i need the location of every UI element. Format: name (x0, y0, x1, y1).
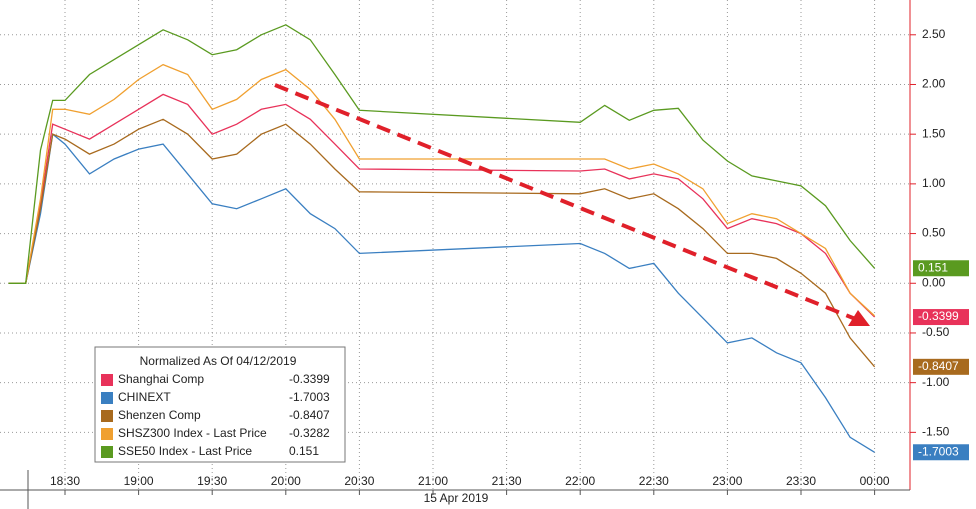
legend-label: Shenzen Comp (118, 408, 201, 422)
x-tick-label: 22:00 (565, 474, 595, 488)
legend-value: -0.3282 (289, 426, 330, 440)
legend-swatch (101, 446, 113, 458)
legend: Normalized As Of 04/12/2019 Shanghai Com… (94, 346, 346, 463)
y-tick-label: 0.00 (922, 275, 946, 289)
x-tick-label: 20:00 (271, 474, 301, 488)
legend-value: -0.3399 (289, 372, 330, 386)
x-tick-label: 21:30 (492, 474, 522, 488)
end-label-box (913, 260, 969, 277)
x-tick-label: 00:00 (860, 474, 890, 488)
series-line (8, 132, 875, 453)
legend-label: SSE50 Index - Last Price (118, 444, 252, 458)
x-tick-label: 18:30 (50, 474, 80, 488)
series-line (8, 63, 876, 317)
y-tick-label: 0.50 (922, 226, 946, 240)
trend-arrow (274, 83, 859, 322)
legend-swatch (101, 392, 113, 404)
legend-title: Normalized As Of 04/12/2019 (140, 354, 297, 368)
x-tick-label: 22:30 (639, 474, 669, 488)
end-label: -0.8407 (918, 359, 959, 373)
x-tick-label: 23:30 (786, 474, 816, 488)
end-label: 0.151 (918, 260, 948, 274)
x-tick-label: 21:00 (418, 474, 448, 488)
end-labels: -0.3399 -1.7003 -0.8407 0.151 (913, 260, 969, 461)
x-tick-label: 23:00 (712, 474, 742, 488)
legend-box (94, 346, 346, 463)
end-label-box (913, 444, 969, 461)
series-line (8, 24, 876, 284)
legend-label: CHINEXT (118, 390, 171, 404)
y-tick-label: 2.50 (922, 27, 946, 41)
legend-swatch (101, 374, 113, 386)
lines (8, 24, 876, 453)
x-tick-label: 20:30 (344, 474, 374, 488)
y-tick-label: -0.50 (922, 325, 950, 339)
y-tick-label: 1.50 (922, 126, 946, 140)
y-tick-label: -1.00 (922, 375, 950, 389)
x-tick-label: 19:00 (124, 474, 154, 488)
series-line (8, 118, 876, 368)
legend-value: 0.151 (289, 444, 319, 458)
x-axis-label: 15 Apr 2019 (424, 491, 489, 505)
legend-label: Shanghai Comp (118, 372, 204, 386)
end-label: -0.3399 (918, 309, 959, 323)
y-tick-label: 2.00 (922, 77, 946, 91)
legend-value: -1.7003 (289, 390, 330, 404)
legend-swatch (101, 428, 113, 440)
end-label: -1.7003 (918, 444, 959, 458)
legend-value: -0.8407 (289, 408, 330, 422)
series-line (8, 93, 876, 318)
x-tick-label: 19:30 (197, 474, 227, 488)
end-label-box (913, 309, 969, 326)
y-tick-label: -1.50 (922, 425, 950, 439)
arrow-head (848, 310, 870, 326)
legend-swatch (101, 410, 113, 422)
end-label-box (913, 358, 969, 375)
y-tick-label: 1.00 (922, 176, 946, 190)
legend-label: SHSZ300 Index - Last Price (118, 426, 267, 440)
